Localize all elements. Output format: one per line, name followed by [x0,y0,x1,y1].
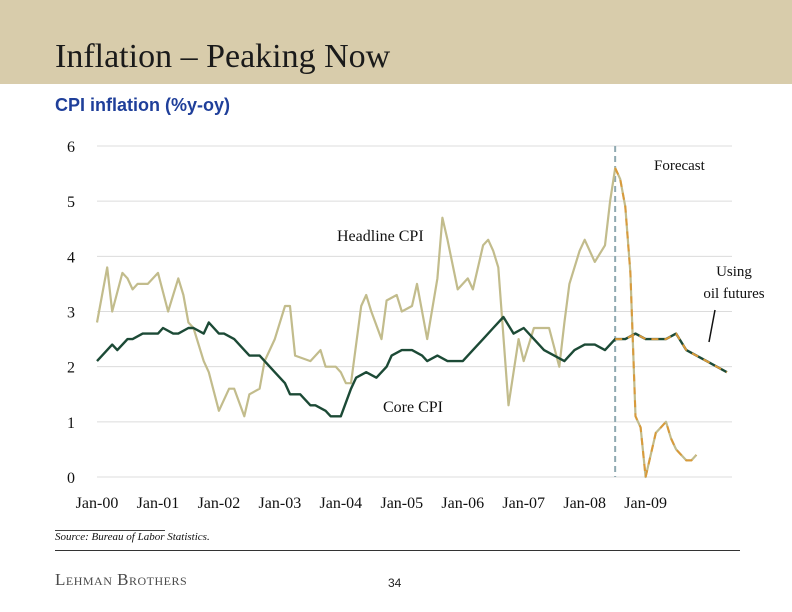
x-tick-label: Jan-02 [198,495,241,512]
y-tick-labels: 0 1 2 3 4 5 6 [67,139,75,487]
x-tick-label: Jan-04 [320,495,363,512]
y-tick-label: 2 [67,360,75,377]
page-number: 34 [388,576,402,590]
forecast-line-core [615,332,728,374]
brand-logo-text: Lehman Brothers [55,570,188,589]
x-tick-label: Jan-03 [259,495,302,512]
x-tick-label: Jan-08 [563,495,606,512]
y-tick-label: 6 [67,139,75,156]
core-cpi-label: Core CPI [383,399,443,416]
series-line-core [96,315,728,418]
chart-subtitle: CPI inflation (%y-oy) [55,95,230,115]
x-tick-label: Jan-05 [380,495,423,512]
oil-futures-pointer [708,309,716,343]
forecast-lines [614,167,728,478]
y-tick-label: 0 [67,470,75,487]
y-tick-label: 3 [67,305,75,322]
y-tick-label: 1 [67,415,75,432]
headline-cpi-label: Headline CPI [337,228,424,245]
footer-rule [55,550,740,551]
x-tick-label: Jan-09 [624,495,667,512]
x-tick-label: Jan-06 [441,495,484,512]
series-lines [95,167,728,479]
grid-lines [97,145,732,478]
series-line-headline [95,167,698,479]
header-band [0,0,792,84]
forecast-label: Forecast [654,158,706,174]
y-tick-label: 4 [67,249,75,266]
slide-title: Inflation – Peaking Now [55,38,391,75]
y-tick-label: 5 [67,194,75,211]
source-rule [55,530,165,531]
x-tick-label: Jan-00 [76,495,119,512]
x-tick-labels: Jan-00 Jan-01 Jan-02 Jan-03 Jan-04 Jan-05 Jan-… [76,495,667,512]
x-tick-label: Jan-07 [502,495,545,512]
x-tick-label: Jan-01 [137,495,180,512]
oil-futures-label: Using oil futures [703,264,764,302]
source-note: Source: Bureau of Labor Statistics. [55,531,210,543]
forecast-line-headline [614,167,698,478]
